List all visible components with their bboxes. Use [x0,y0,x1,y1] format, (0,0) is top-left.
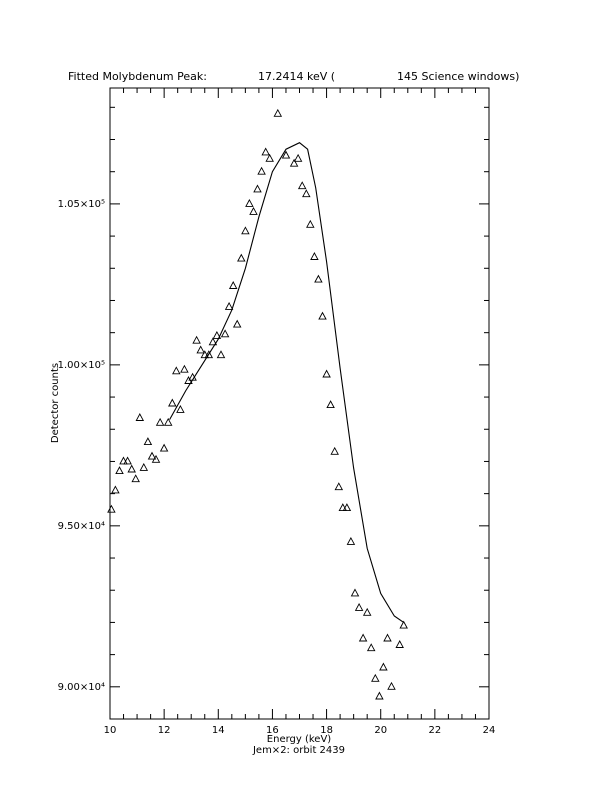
data-point-triangle [127,464,136,473]
data-point-triangle [159,443,169,452]
data-point-triangle [151,454,161,463]
data-point-triangle [346,536,356,545]
data-point-triangle [147,451,157,460]
data-point-triangle [232,319,242,328]
data-point-triangle [338,503,348,512]
data-point-triangle [123,456,132,465]
x-tick-label: 10 [104,725,117,736]
data-point-triangle [172,366,181,375]
data-point-triangle [107,504,116,513]
chart-title-label: Fitted Molybdenum Peak: [68,70,207,83]
data-point-triangle [237,253,246,262]
data-point-triangle [168,398,177,407]
x-tick-label: 14 [212,725,225,736]
x-tick-label: 12 [158,725,171,736]
data-point-triangle [350,588,360,597]
data-point-triangle [395,640,404,648]
data-point-triangle [293,153,303,162]
data-point-triangle [192,335,201,344]
x-tick-label: 20 [374,725,387,736]
data-point-triangle [208,337,218,346]
data-point-triangle [119,456,128,465]
data-point-triangle [115,466,124,475]
data-point-triangle [399,620,408,629]
data-point-triangle [212,330,222,339]
data-point-triangle [188,372,197,381]
x-tick-label: 24 [483,725,496,736]
data-point-triangle [131,474,140,483]
data-point-triangle [249,206,258,215]
data-point-triangle [139,462,149,471]
data-point-triangle [281,150,291,159]
plot-frame [109,87,490,720]
data-point-triangle [379,662,388,671]
data-point-triangle [135,413,145,421]
y-tick-label: 9.50×10⁴ [58,521,105,532]
data-point-triangle [216,350,226,359]
data-point-triangle [196,345,205,354]
data-point-triangle [163,417,173,426]
data-point-triangle [155,417,165,426]
subtitle-orbit: Jem×2: orbit 2439 [252,745,345,756]
y-tick-label: 9.00×10⁴ [58,682,105,693]
y-axis-ticks: 9.00×10⁴ 9.50×10⁴ 1.00×10⁵ 1.05×10⁵ [58,106,489,720]
data-point-triangle [176,404,185,413]
fit-line-path [169,142,405,623]
data-point-triangle [111,485,120,494]
data-point-triangle [314,274,323,283]
data-point-triangle [310,252,319,260]
data-point-triangle [302,189,311,198]
data-point-triangle [375,691,384,700]
data-point-triangle [261,147,270,156]
data-point-triangle [297,181,307,190]
data-point-triangle [354,602,364,611]
y-axis-label: Detector counts [50,363,61,443]
data-point-triangle [289,158,299,167]
data-point-triangle [265,153,274,162]
data-point-triangle [322,369,331,378]
data-point-triangle [330,446,339,455]
data-point-triangle [253,184,262,193]
data-points [107,108,408,700]
x-tick-label: 18 [320,725,333,736]
x-tick-label: 22 [428,725,441,736]
data-point-triangle [241,226,250,235]
data-point-triangle [220,329,230,338]
data-point-triangle [326,400,335,409]
data-point-triangle [362,607,372,616]
chart-title-windows: 145 Science windows) [397,70,519,83]
data-point-triangle [342,503,352,512]
fitted-peak-curve [169,142,405,623]
data-point-triangle [387,681,396,690]
data-point-triangle [371,673,380,682]
data-point-triangle [257,166,266,175]
x-axis-ticks: 10 12 14 16 18 20 22 24 [104,88,496,736]
data-point-triangle [143,437,153,446]
data-point-triangle [366,643,376,652]
data-point-triangle [334,482,344,491]
x-tick-label: 16 [266,725,279,736]
data-point-triangle [245,198,254,207]
data-point-triangle [383,633,392,642]
data-point-triangle [358,633,368,642]
chart-title-energy: 17.2414 keV ( [258,70,335,83]
data-point-triangle [318,311,327,320]
y-tick-label: 1.05×10⁵ [58,199,105,210]
data-point-triangle [180,364,189,373]
data-point-triangle [306,219,315,228]
data-point-triangle [224,301,234,310]
data-point-triangle [204,350,214,359]
data-point-triangle [228,281,238,289]
y-tick-label: 1.00×10⁵ [58,360,105,371]
data-point-triangle [273,108,283,117]
x-axis-label: Energy (keV) [267,734,332,745]
